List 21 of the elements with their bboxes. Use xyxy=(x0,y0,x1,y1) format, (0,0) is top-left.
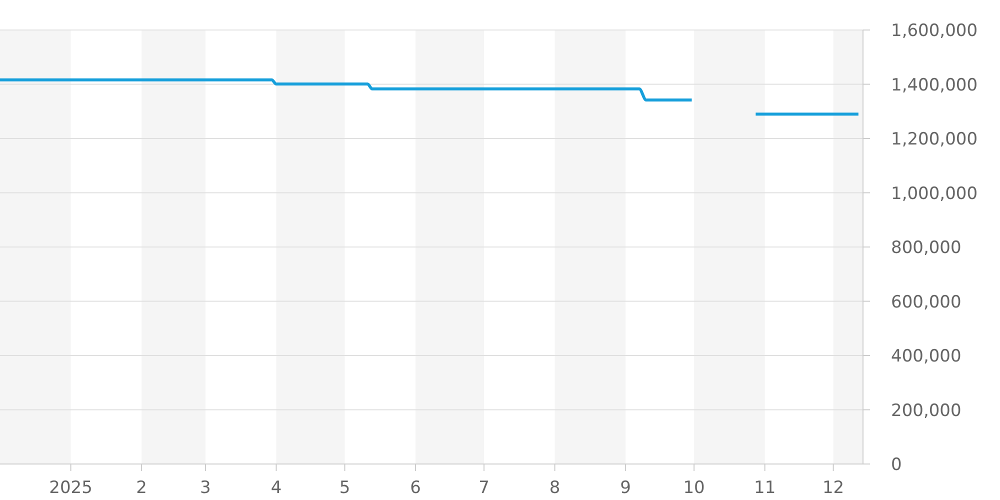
y-tick-label: 1,400,000 xyxy=(891,75,978,96)
y-tick-label: 1,600,000 xyxy=(891,21,978,41)
y-tick-label: 200,000 xyxy=(891,400,962,421)
y-tick-label: 400,000 xyxy=(891,346,962,366)
x-tick-label: 11 xyxy=(754,478,776,498)
x-tick-label: 4 xyxy=(270,478,282,498)
y-tick-label: 800,000 xyxy=(891,238,962,258)
x-tick-label: 2025 xyxy=(49,478,92,498)
x-tick-label: 5 xyxy=(339,478,350,498)
x-tick-label: 3 xyxy=(200,478,211,498)
x-tick-label: 2 xyxy=(136,478,147,498)
x-tick-label: 6 xyxy=(410,478,421,498)
x-tick-label: 10 xyxy=(683,478,705,498)
x-tick-label: 12 xyxy=(822,478,844,498)
y-tick-label: 1,000,000 xyxy=(891,184,978,204)
y-tick-label: 0 xyxy=(891,455,902,475)
y-tick-label: 600,000 xyxy=(891,292,962,312)
y-tick-label: 1,200,000 xyxy=(891,130,978,150)
x-tick-label: 7 xyxy=(478,478,490,498)
x-tick-label: 9 xyxy=(620,478,631,498)
x-tick-label: 8 xyxy=(549,478,560,498)
